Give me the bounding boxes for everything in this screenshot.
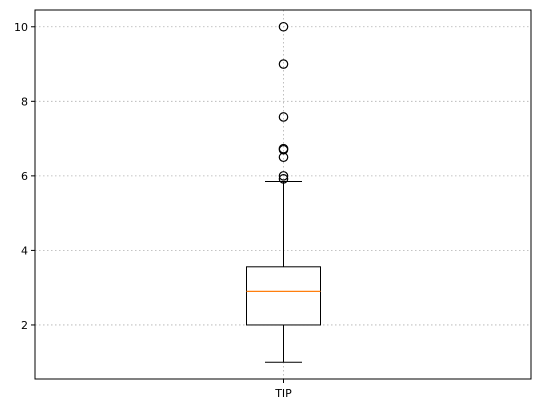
y-tick-label-8: 8 [21, 95, 28, 108]
y-tick-label-4: 4 [21, 244, 28, 257]
y-tick-label-6: 6 [21, 170, 28, 183]
box-plot-marks [246, 21, 321, 363]
outlier-point [278, 21, 289, 32]
outlier-point [278, 59, 289, 69]
y-tick-label-2: 2 [21, 319, 28, 332]
interquartile-box [246, 266, 321, 326]
y-tick-label-10: 10 [14, 21, 28, 34]
outlier-point [278, 171, 289, 181]
outlier-point [278, 143, 289, 154]
y-axis-ticks: 2 4 6 8 10 [14, 21, 35, 332]
outlier-point [278, 112, 289, 122]
x-axis-ticks: TIP [274, 379, 292, 400]
outlier-point [278, 174, 289, 184]
x-tick-label-TIP: TIP [274, 387, 292, 400]
